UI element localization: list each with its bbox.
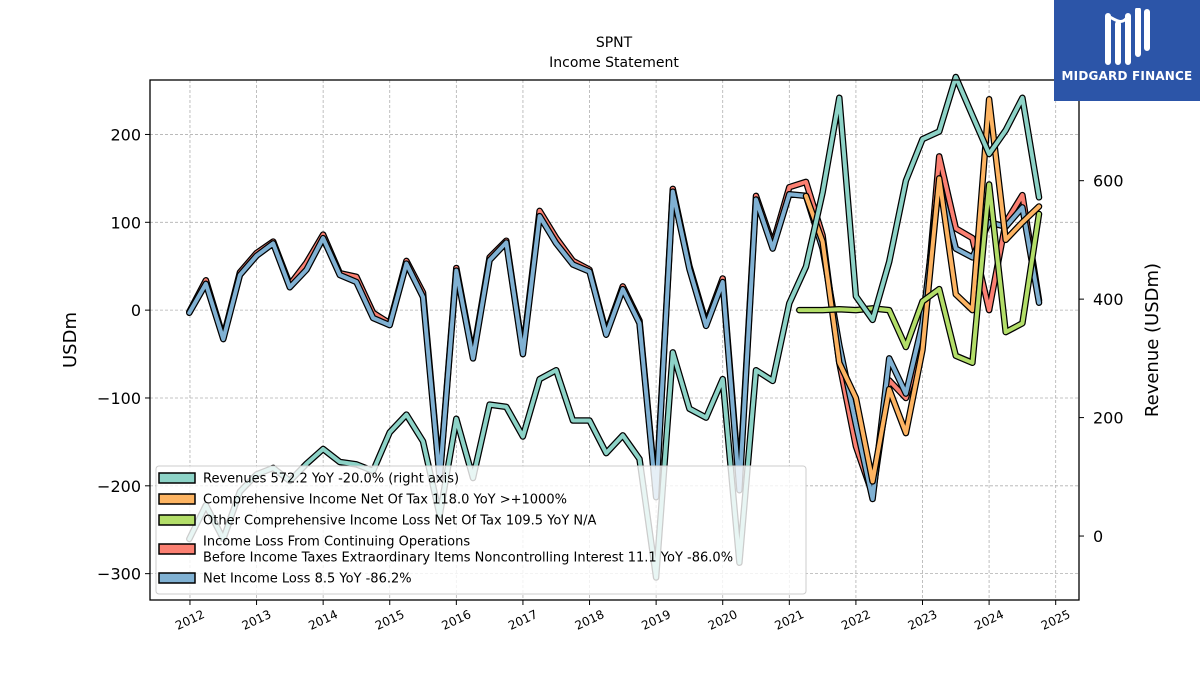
y-tick-label: 0 (131, 301, 141, 320)
chart-title: SPNT (596, 35, 633, 51)
legend-label: Comprehensive Income Net Of Tax 118.0 Yo… (203, 493, 567, 508)
grid-lines (150, 80, 1079, 600)
series-2 (796, 181, 1043, 367)
legend-swatch (158, 572, 196, 584)
y-axis-label: USDm (60, 312, 81, 368)
legend-swatch (158, 472, 196, 484)
y2-axis-label: Revenue (USDm) (1142, 263, 1163, 417)
y2-tick-label: 400 (1093, 290, 1124, 309)
series-4 (186, 179, 1043, 503)
x-tick-label: 2022 (839, 607, 873, 633)
legend-label-line: Income Loss From Continuing Operations (203, 535, 470, 550)
brand-logo: MIDGARD FINANCE (1054, 0, 1200, 101)
x-tick-label: 2014 (306, 607, 340, 633)
series-0 (186, 73, 1043, 581)
series-line (797, 182, 1041, 365)
legend-label: Other Comprehensive Income Loss Net Of T… (203, 514, 597, 529)
series-line (187, 75, 1041, 580)
series-line (187, 180, 1041, 501)
logo-text: MIDGARD FINANCE (1061, 69, 1193, 83)
y-tick-label: 100 (110, 213, 141, 232)
y2-tick-label: 600 (1093, 172, 1124, 191)
legend: Revenues 572.2 YoY -20.0% (right axis) Co… (155, 465, 807, 595)
x-tick-label: 2019 (639, 607, 673, 633)
plot-frame (149, 79, 1080, 601)
y-tick-label: −100 (97, 389, 141, 408)
chart-subtitle: Income Statement (549, 55, 679, 71)
y2-tick-label: 0 (1093, 527, 1103, 546)
x-tick-label: 2018 (573, 607, 607, 633)
y-tick-label: −300 (97, 565, 141, 584)
legend-label-line: Revenues 572.2 YoY -20.0% (right axis) (203, 472, 459, 487)
series-layer (186, 73, 1043, 581)
y-tick-label: −200 (97, 477, 141, 496)
x-tick-label: 2016 (440, 607, 474, 633)
x-tick-label: 2020 (706, 607, 740, 633)
legend-label-line: Before Income Taxes Extraordinary Items … (203, 551, 733, 566)
x-tick-label: 2023 (906, 607, 940, 633)
x-tick-label: 2024 (972, 607, 1006, 633)
legend-swatch (158, 543, 196, 555)
y-tick-label: 200 (110, 125, 141, 144)
legend-label: Revenues 572.2 YoY -20.0% (right axis) (203, 472, 459, 487)
logo-mark-icon (1105, 8, 1150, 65)
legend-swatch (158, 493, 196, 505)
y2-tick-label: 200 (1093, 409, 1124, 428)
legend-label-line: Comprehensive Income Net Of Tax 118.0 Yo… (203, 493, 567, 508)
x-tick-label: 2017 (506, 607, 540, 633)
legend-box (155, 465, 807, 595)
legend-swatch (158, 514, 196, 526)
legend-label-line: Net Income Loss 8.5 YoY -86.2% (203, 572, 412, 587)
x-tick-label: 2025 (1039, 607, 1073, 633)
series-line (804, 97, 1041, 484)
x-tick-label: 2021 (773, 607, 807, 633)
legend-label: Income Loss From Continuing Operations Be… (203, 535, 733, 566)
legend-label-line: Other Comprehensive Income Loss Net Of T… (203, 514, 597, 529)
x-tick-label: 2013 (240, 607, 274, 633)
series-1 (802, 96, 1043, 485)
legend-label: Net Income Loss 8.5 YoY -86.2% (203, 572, 412, 587)
x-tick-label: 2012 (173, 607, 207, 633)
x-tick-label: 2015 (373, 607, 407, 633)
